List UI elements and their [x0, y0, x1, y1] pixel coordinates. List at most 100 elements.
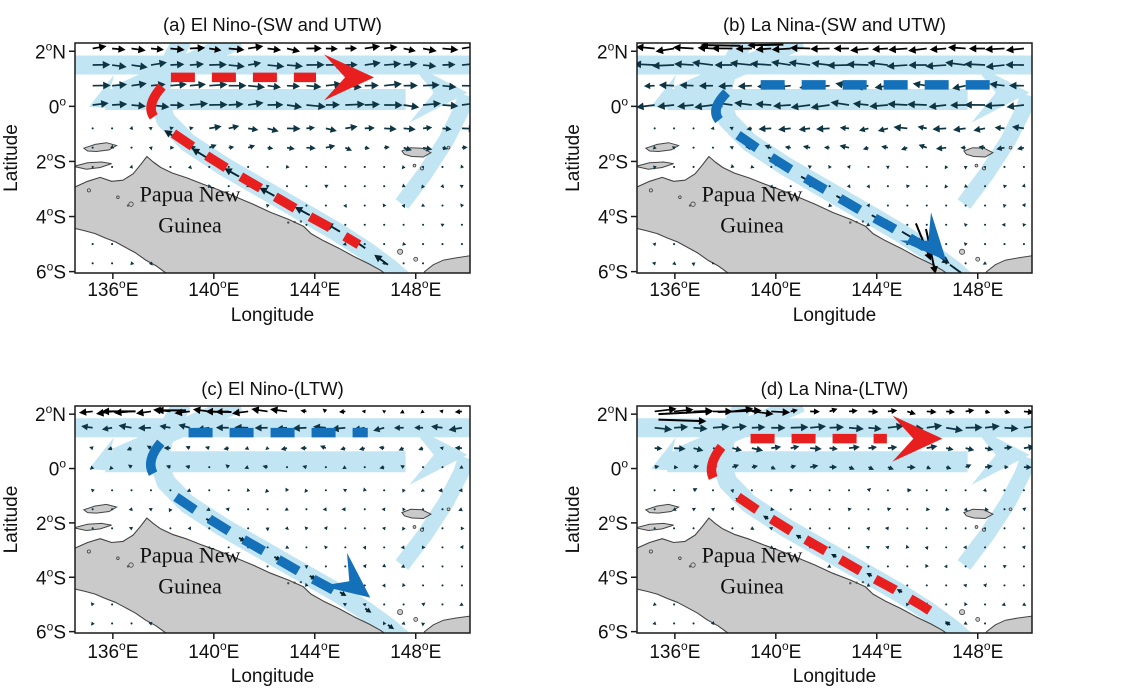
quiver-arrowhead	[454, 408, 461, 414]
x-tick-label: 148oE	[952, 277, 1003, 301]
quiver-arrowhead	[986, 463, 993, 470]
quiver-arrowhead	[698, 81, 706, 90]
island	[962, 508, 994, 519]
quiver-dot	[441, 465, 444, 468]
quiver-arrowhead	[107, 445, 113, 450]
quiver-arrowhead	[865, 203, 870, 208]
islet	[974, 256, 980, 262]
quiver-arrowhead	[378, 445, 384, 450]
quiver-arrowhead	[729, 59, 738, 68]
quiver-dot	[653, 507, 656, 510]
quiver-arrowhead	[728, 126, 734, 131]
quiver-arrowhead	[1021, 601, 1026, 606]
quiver-dot	[1022, 526, 1025, 529]
quiver-arrowhead	[440, 223, 445, 227]
quiver-arrowhead	[255, 43, 264, 52]
quiver-arrowhead	[770, 59, 779, 68]
quiver-arrowhead	[405, 145, 412, 152]
quiver-arrowhead	[169, 126, 174, 131]
quiver-arrowhead	[1005, 102, 1014, 111]
quiver-dot	[169, 165, 172, 169]
quiver-arrowhead	[651, 261, 656, 266]
quiver-dot	[324, 488, 327, 491]
quiver-dot	[227, 165, 230, 169]
quiver-arrowhead	[983, 101, 992, 110]
x-tick-label: 148oE	[390, 639, 441, 663]
quiver-arrowhead	[390, 44, 398, 52]
panel-b: Papua New Guinea (b) La Nina-(SW and UTW) 2…	[563, 14, 1033, 326]
islet	[86, 188, 91, 193]
quiver-arrowhead	[963, 620, 968, 625]
quiver-arrowhead	[358, 445, 365, 451]
quiver-arrowhead	[313, 82, 322, 91]
land-papua-new-guinea	[75, 155, 386, 273]
quiver-arrowhead	[433, 100, 442, 108]
quiver-dot	[441, 243, 444, 246]
quiver-arrowhead	[350, 61, 358, 69]
quiver-arrowhead	[161, 102, 170, 111]
quiver-dot	[324, 564, 327, 567]
quiver-arrowhead	[294, 102, 303, 110]
quiver-arrowhead	[128, 526, 134, 530]
flow-arrowhead-east	[891, 415, 942, 462]
quiver-arrowhead	[755, 445, 763, 453]
quiver-arrowhead	[362, 602, 367, 607]
quiver-arrowhead	[769, 506, 774, 511]
quiver-dot	[305, 507, 308, 510]
x-tick-label: 140oE	[188, 277, 239, 301]
quiver-arrowhead	[823, 145, 829, 150]
quiver-arrowhead	[890, 407, 897, 414]
quiver-arrowhead	[322, 506, 327, 511]
quiver-arrowhead	[381, 506, 386, 511]
quiver-arrowhead	[219, 60, 227, 69]
quiver-arrowhead	[459, 184, 464, 189]
quiver-arrowhead	[1010, 423, 1019, 432]
islet	[1008, 507, 1012, 511]
islet	[116, 556, 120, 560]
quiver-arrowhead	[382, 620, 387, 625]
quiver-arrowhead	[225, 463, 231, 469]
quiver-arrowhead	[734, 44, 743, 53]
quiver-dot	[130, 621, 133, 625]
quiver-arrowhead	[768, 544, 774, 549]
quiver-dot	[905, 564, 908, 567]
quiver-arrowhead	[737, 82, 745, 90]
quiver-arrowhead	[357, 100, 365, 109]
islet	[446, 145, 451, 150]
islet	[974, 524, 978, 529]
quiver-arrowhead	[401, 620, 406, 625]
panel-a: Papua New Guinea (a) El Nino-(SW and UTW) 2…	[1, 14, 471, 326]
quiver-arrowhead	[265, 526, 270, 531]
quiver-arrowhead	[458, 487, 463, 492]
quiver-dot	[383, 545, 386, 548]
quiver-arrowhead	[830, 553, 836, 558]
quiver-arrowhead	[294, 206, 304, 215]
quiver-arrowhead	[98, 43, 107, 52]
quiver-dot	[324, 204, 327, 207]
quiver-arrowhead	[935, 145, 942, 152]
quiver-arrowhead	[691, 262, 695, 267]
land-papua-new-guinea	[636, 155, 947, 273]
quiver-dot	[944, 583, 947, 586]
x-tick-label: 144oE	[289, 277, 340, 301]
quiver-arrowhead	[265, 488, 270, 493]
land-dot	[126, 564, 130, 568]
quiver-dot	[672, 243, 675, 246]
quiver-dot	[691, 526, 695, 529]
quiver-arrowhead	[781, 407, 790, 416]
quiver-dot	[344, 223, 347, 226]
quiver-dot	[1002, 488, 1006, 491]
quiver-arrowhead	[652, 165, 657, 170]
quiver-dot	[983, 526, 986, 529]
quiver-arrowhead	[765, 408, 774, 417]
quiver-arrowhead	[772, 101, 781, 110]
quiver-arrowhead	[924, 563, 929, 568]
quiver-arrowhead	[254, 423, 262, 431]
quiver-arrowhead	[399, 409, 405, 413]
quiver-arrowhead	[401, 183, 406, 188]
quiver-dot	[944, 223, 947, 226]
y-tick-label: 0o	[610, 94, 628, 118]
quiver-arrowhead	[800, 423, 808, 431]
quiver-dot	[983, 243, 986, 246]
quiver-dot	[944, 602, 947, 606]
